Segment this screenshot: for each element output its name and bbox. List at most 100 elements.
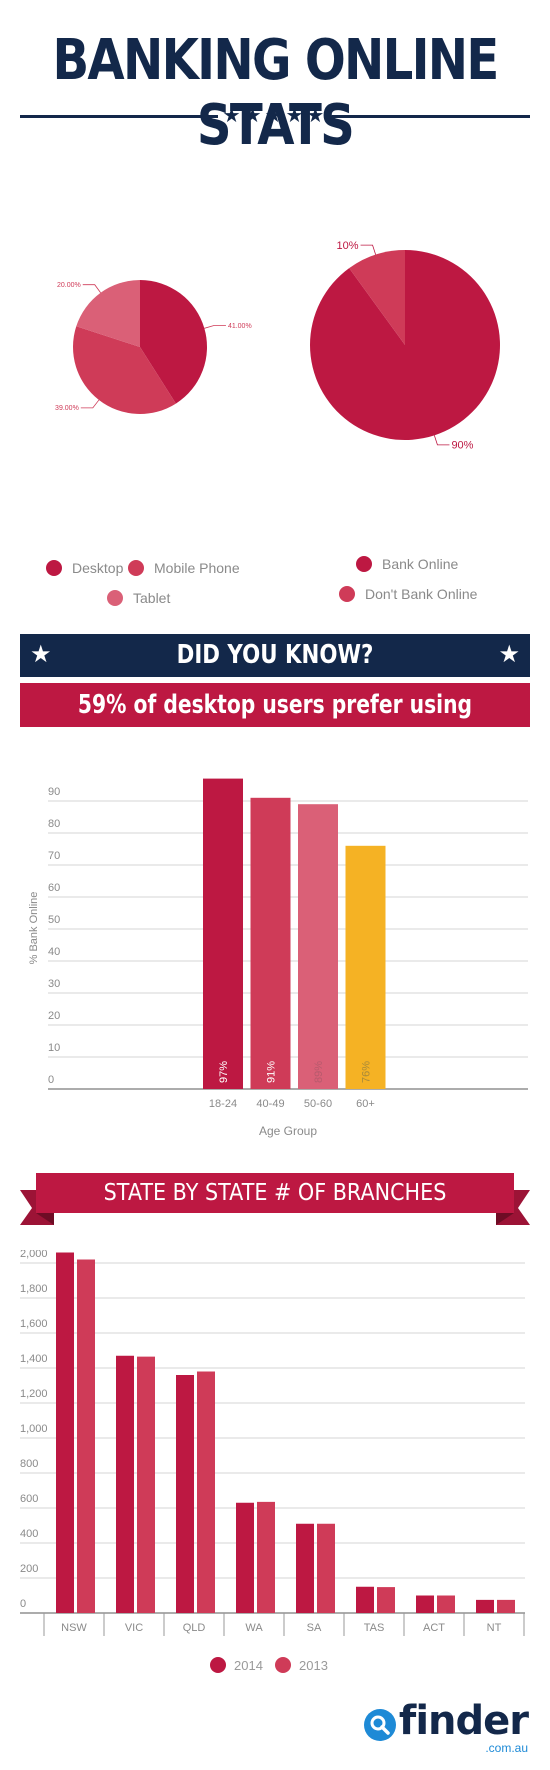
bar [197,1371,215,1613]
legend-label: Don't Bank Online [365,586,478,602]
legend-label: Bank Online [382,556,459,572]
y-tick-label: 50 [48,914,60,926]
y-tick-label: 1,600 [20,1318,48,1330]
y-tick-label: 0 [20,1598,26,1610]
legend-dot-icon [128,560,144,576]
pie-slice-label: 90% [451,440,473,452]
legend-tablet: Tablet [107,590,170,606]
pie-slice-label: 10% [337,240,359,252]
legend-dot-icon [339,586,355,602]
x-tick-label: NT [487,1622,502,1634]
y-tick-label: 1,800 [20,1283,48,1295]
legend-dot-icon [356,556,372,572]
y-tick-label: 80 [48,818,60,830]
x-axis-label: Age Group [259,1124,317,1138]
bar-value-label: 76% [361,1061,373,1083]
bar [497,1599,515,1613]
branches-title: STATE BY STATE # OF BRANCHES [103,1180,447,1206]
bar [203,778,243,1089]
legend-desktop: Desktop [46,560,123,576]
bar [250,797,291,1089]
y-tick-label: 0 [48,1074,54,1086]
bar [77,1259,95,1613]
legend-label: Desktop [72,560,124,576]
header-stars: ★★★★★ [222,105,328,127]
y-tick-label: 90 [48,786,60,798]
search-icon [363,1709,396,1741]
x-tick-label: 60+ [356,1098,375,1110]
pie-slice-label: 39.00% [55,405,79,412]
page-title: BANKING ONLINE STATS [52,28,499,158]
bar [296,1523,314,1613]
fact-text: 59% of desktop users prefer using a lapt… [77,690,473,764]
bar [176,1375,194,1613]
y-tick-label: 10 [48,1042,60,1054]
bar [257,1501,275,1613]
y-tick-label: 20 [48,1010,60,1022]
bar [56,1252,74,1613]
bar [345,845,386,1089]
y-axis-label: % Bank Online [28,892,40,965]
pie-label-leader [204,325,226,329]
x-tick-label: SA [307,1622,322,1634]
bar-value-label: 97% [218,1061,230,1083]
legend-dot-icon [46,560,62,576]
legend-dot-icon [275,1657,291,1673]
y-tick-label: 70 [48,850,60,862]
x-tick-label: WA [245,1622,263,1634]
y-tick-label: 2,000 [20,1250,48,1260]
bar [298,804,338,1089]
fact-banner: 59% of desktop users prefer using a lapt… [20,683,530,764]
bar [377,1587,395,1613]
logo-wordmark: finder [398,1698,529,1744]
x-tick-label: 18-24 [209,1098,237,1110]
y-tick-label: 40 [48,946,60,958]
header-rule-left [20,115,218,118]
legend-dot-icon [107,590,123,606]
bar [137,1356,155,1613]
header-rule-right [332,115,530,118]
bar [236,1502,254,1613]
bar-value-label: 91% [266,1061,278,1083]
bar [356,1586,374,1613]
pie-label-leader [360,244,377,255]
pie-slice [73,326,176,414]
bar [116,1355,134,1613]
y-tick-label: 1,400 [20,1353,48,1365]
branches-banner: STATE BY STATE # OF BRANCHES [36,1173,514,1213]
bar [317,1523,335,1613]
legend-bank-online: Bank Online [356,556,458,572]
pie-slice [349,250,405,345]
pie-slice [140,280,207,404]
pie-label-leader [82,284,101,294]
did-you-know-title: DID YOU KNOW? [176,640,374,670]
bar [437,1595,455,1613]
legend-label: Mobile Phone [154,560,240,576]
logo-suffix: .com.au [485,1741,528,1755]
age-group-bar-chart: 0 10 20 30 40 50 60 70 80 90 % Bank Online 97% 18-24… [28,778,528,1138]
did-you-know-banner: ★ DID YOU KNOW? ★ [20,634,530,677]
pie-label-leader [80,399,100,409]
legend-label: 2014 [234,1658,263,1673]
legend-dont-bank-online: Don't Bank Online [339,586,477,602]
bank-online-pie-chart: 90% 10% [310,240,500,452]
bar [476,1599,494,1613]
pie-label-leader [433,435,450,446]
x-tick-label: QLD [183,1622,206,1634]
legend-mobile: Mobile Phone [128,560,240,576]
x-tick-label: NSW [61,1622,87,1634]
x-tick-label: 40-49 [256,1098,284,1110]
x-tick-label: VIC [125,1622,143,1634]
x-tick-label: TAS [364,1622,385,1634]
pie-slice [76,280,140,347]
y-tick-label: 30 [48,978,60,990]
bar [416,1595,434,1613]
x-tick-label: 50-60 [304,1098,332,1110]
y-tick-label: 60 [48,882,60,894]
legend-dot-icon [210,1657,226,1673]
pie-slice-label: 20.00% [57,282,81,289]
pie-slice-label: 41.00% [228,323,252,330]
branches-bar-chart: 0 200 400 600 800 1,000 1,200 1,400 1,600 1,800 2,… [20,1250,525,1673]
star-icon: ★ [30,641,52,668]
x-tick-label: ACT [423,1622,445,1634]
